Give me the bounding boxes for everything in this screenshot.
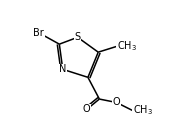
Text: S: S bbox=[75, 32, 81, 42]
Text: Br: Br bbox=[33, 28, 44, 38]
Text: O: O bbox=[83, 104, 91, 114]
Text: CH$_3$: CH$_3$ bbox=[116, 40, 137, 53]
Text: O: O bbox=[113, 97, 120, 107]
Text: N: N bbox=[59, 64, 66, 74]
Text: CH$_3$: CH$_3$ bbox=[132, 104, 153, 117]
